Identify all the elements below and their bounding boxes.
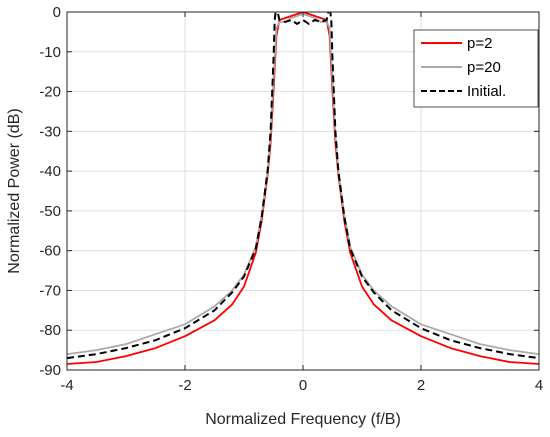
x-tick-label: 4 [535, 377, 543, 394]
y-tick-label: -40 [39, 163, 61, 180]
y-tick-labels: 0 -10 -20 -30 -40 -50 -60 -70 -80 -90 [39, 4, 61, 379]
axis-ticks [66, 11, 540, 371]
x-tick-label: 0 [299, 377, 307, 394]
x-tick-label: -2 [178, 377, 191, 394]
legend-label-initial: Initial. [467, 83, 506, 100]
y-tick-label: -30 [39, 123, 61, 140]
y-tick-label: 0 [53, 4, 61, 21]
legend-label-p-2: p=2 [467, 35, 492, 52]
legend: p=2 p=20 Initial. [413, 29, 539, 108]
y-tick-label: -20 [39, 84, 61, 101]
legend-label-p-20: p=20 [467, 59, 501, 76]
x-tick-label: 2 [417, 377, 425, 394]
y-tick-label: -10 [39, 44, 61, 61]
y-tick-label: -50 [39, 203, 61, 220]
y-tick-label: -60 [39, 243, 61, 260]
y-tick-label: -70 [39, 282, 61, 299]
y-axis-title: Normalized Power (dB) [6, 108, 23, 273]
y-tick-label: -90 [39, 362, 61, 379]
series-line-p-2 [67, 12, 539, 365]
x-axis-title: Normalized Frequency (f/B) [205, 411, 401, 428]
y-tick-label: -80 [39, 322, 61, 339]
series-line-initial [67, 12, 539, 360]
legend-items: p=2 p=20 Initial. [421, 35, 506, 100]
x-tick-label: -4 [60, 377, 73, 394]
x-tick-labels: -4 -2 0 2 4 [60, 377, 543, 394]
